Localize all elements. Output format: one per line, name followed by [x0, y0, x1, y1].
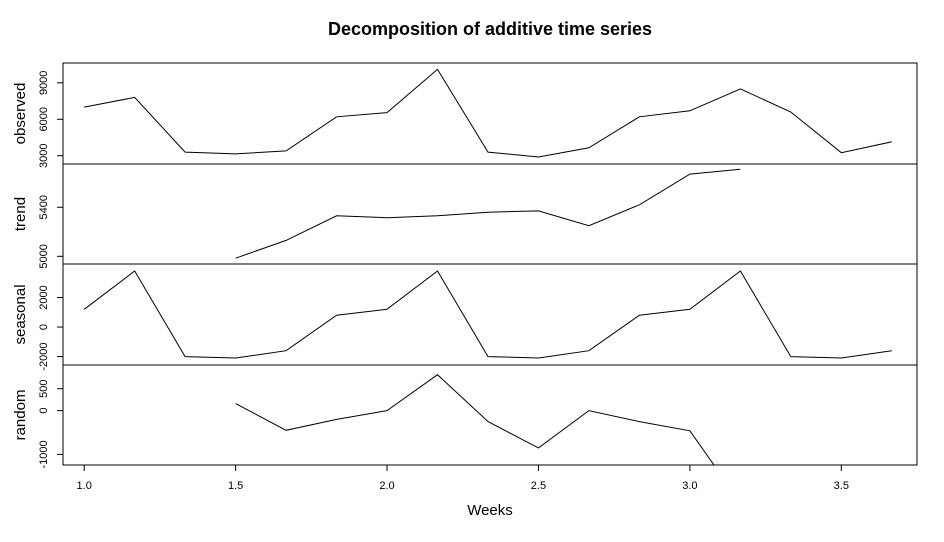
- series-line-trend: [235, 168, 741, 259]
- panel-seasonal: seasonal -2000 0 2000: [12, 263, 918, 371]
- y-axis-label: random: [12, 390, 29, 441]
- y-axis-label: trend: [12, 197, 29, 231]
- x-axis-label: Weeks: [467, 502, 513, 519]
- panel-frame: [62, 163, 918, 265]
- y-axis-label: seasonal: [12, 284, 29, 344]
- y-tick-label: 5000: [38, 244, 50, 268]
- y-tick-label: 9000: [38, 71, 50, 95]
- panel-frame: [62, 62, 918, 165]
- y-tick-label: 6000: [38, 107, 50, 131]
- panel-random: random -1000 0 500: [12, 364, 918, 468]
- x-tick-label: 3.5: [834, 480, 849, 492]
- x-tick-label: 2.0: [379, 480, 394, 492]
- series-line-observed: [84, 68, 892, 158]
- y-tick-label: -2000: [38, 343, 50, 371]
- x-axis: 1.0 1.5 2.0 2.5 3.0 3.5: [77, 465, 849, 492]
- panels: observed300060009000trend50005400seasona…: [12, 62, 918, 468]
- series-line-seasonal: [83, 270, 892, 359]
- y-tick-label: -1000: [38, 440, 50, 468]
- y-tick-label: 0: [38, 324, 50, 330]
- panel-frame: [62, 364, 918, 466]
- y-tick-label: 3000: [38, 144, 50, 168]
- x-tick-label: 2.5: [531, 480, 546, 492]
- y-axis-label: observed: [12, 83, 29, 145]
- panel-frame: [62, 263, 918, 366]
- panel-observed: observed 3000 6000 9000: [12, 62, 918, 168]
- x-tick-label: 1.5: [228, 480, 243, 492]
- x-tick-label: 3.0: [682, 480, 697, 492]
- y-tick-label: 2000: [38, 285, 50, 309]
- x-tick-label: 1.0: [77, 480, 92, 492]
- chart-title: Decomposition of additive time series: [328, 19, 652, 39]
- y-tick-label: 500: [38, 380, 50, 398]
- panel-trend: trend 5000 5400: [12, 163, 918, 269]
- y-tick-label: 5400: [38, 195, 50, 219]
- y-tick-label: 0: [38, 408, 50, 414]
- series-line-random: [235, 374, 715, 465]
